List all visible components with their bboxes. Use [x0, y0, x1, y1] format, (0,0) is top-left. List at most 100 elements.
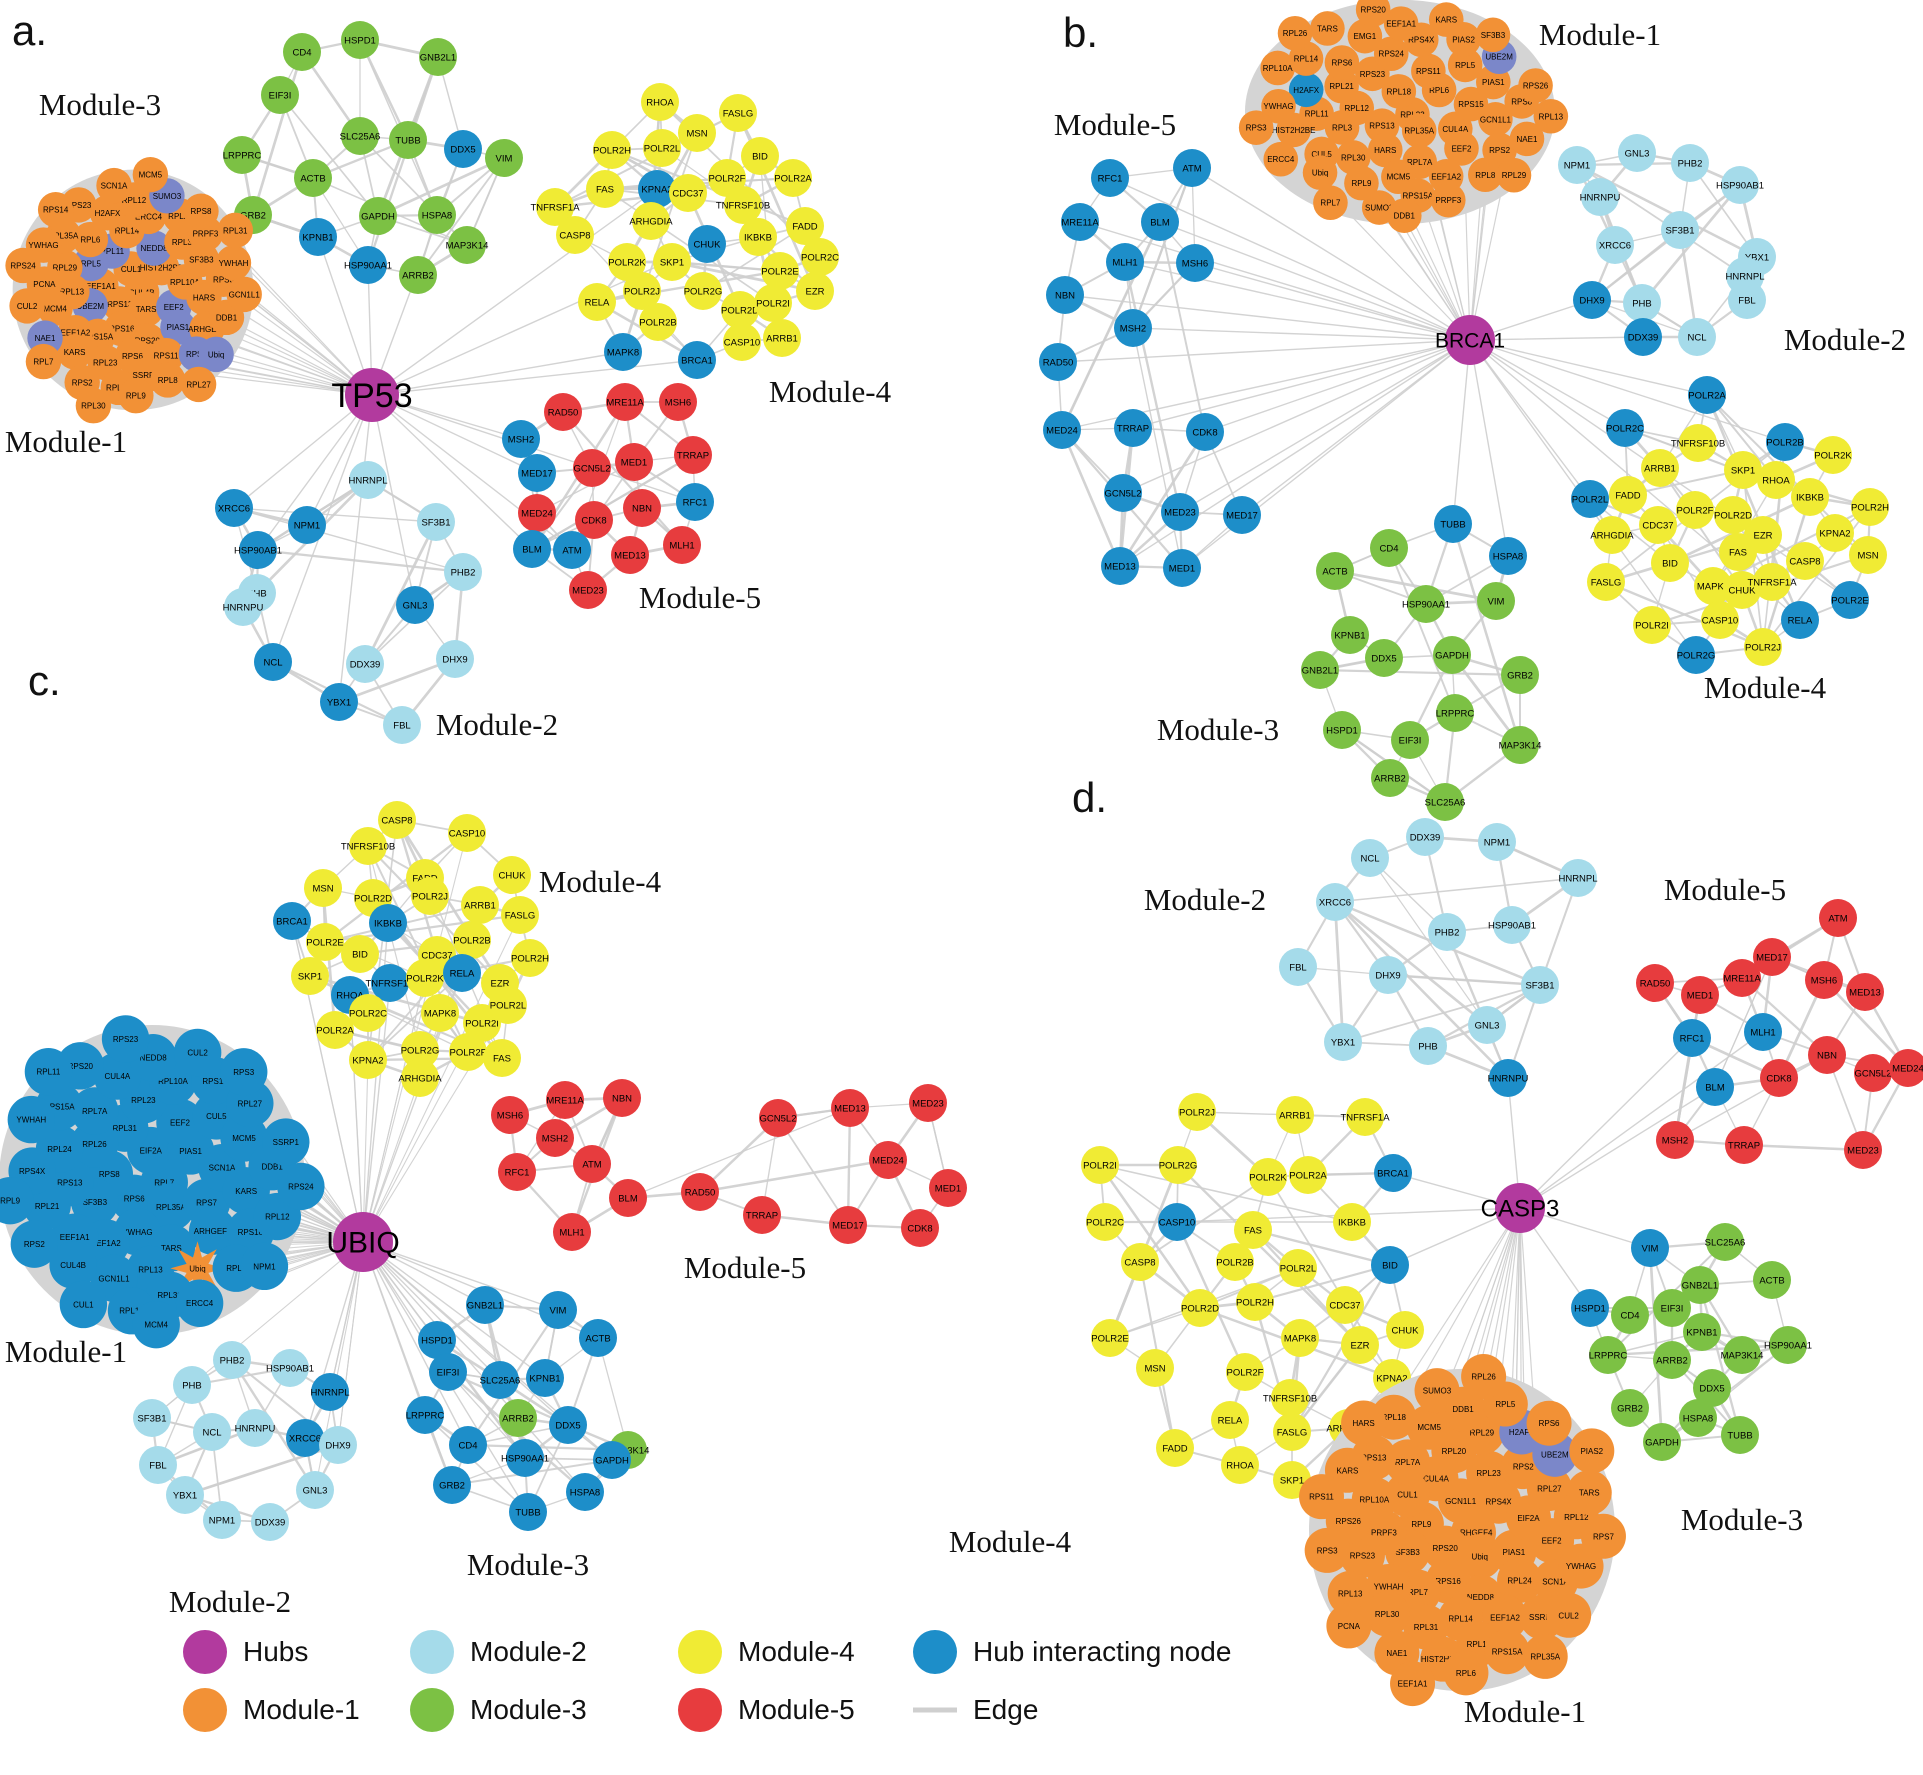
node-label: RPL8: [158, 376, 179, 385]
node-label: RPL31: [223, 226, 248, 235]
node-PRPF3: PRPF3: [1430, 182, 1466, 218]
node-YWHAG: YWHAG: [1261, 88, 1296, 124]
node-label: IKBKB: [1338, 1218, 1366, 1229]
node-label: GNL3: [303, 1486, 328, 1497]
node-TNFRSF10B: TNFRSF10B: [1671, 424, 1725, 462]
node-RFC1: RFC1: [1673, 1019, 1711, 1057]
node-HSP90AA1: HSP90AA1: [344, 246, 392, 284]
node-label: RPL35A: [49, 232, 79, 241]
node-RPL35A: RPL35A: [1522, 1633, 1568, 1679]
node-label: VIM: [1642, 1244, 1659, 1255]
node-GAPDH: GAPDH: [359, 197, 397, 235]
node-SF3B3: SF3B3: [1475, 17, 1511, 53]
node-label: HSPD1: [1574, 1304, 1606, 1315]
node-label: POLR2K: [1249, 1173, 1287, 1184]
node-label: ARRB1: [766, 334, 798, 345]
node-YBX1: YBX1: [320, 683, 358, 721]
node-label: CASP8: [381, 816, 412, 827]
node-label: FBL: [1738, 296, 1755, 307]
node-label: CUL2: [1558, 1611, 1579, 1620]
node-MED24: MED24: [1043, 411, 1081, 449]
node-label: POLR2L: [490, 1001, 526, 1012]
node-label: TUBB: [1440, 520, 1465, 531]
node-label: RPS11: [202, 1077, 227, 1086]
node-label: ATM: [1182, 164, 1201, 175]
node-GAPDH: GAPDH: [1433, 636, 1471, 674]
node-LRPPRC: LRPPRC: [223, 136, 261, 174]
node-label: MCM5: [1417, 1423, 1441, 1432]
node-label: RPL18: [119, 1307, 144, 1316]
module-module-1-panel-d: ARHGEF4 RPS20 GCN1L1 Ubiq RPL9 RPS4X RPS16 CUL4…: [1299, 1354, 1626, 1707]
node-NCL: NCL: [193, 1413, 231, 1451]
node-label: MAP3K14: [446, 241, 489, 252]
node-RPL9: RPL9: [0, 1176, 34, 1225]
module-module-1-panel-a: CUL4BRPS13CUL1TARSEEF1A1HIST2H2BERPS16RP…: [5, 156, 262, 424]
node-label: FADD: [792, 222, 817, 233]
module-module-5-panel-a: RAD50 MRE11A MSH6 MSH2 GCN5L2 MED17 MED1 TRRAP M…: [502, 383, 714, 609]
node-POLR2L: POLR2L: [1279, 1249, 1317, 1287]
legend-item-label: Module-2: [470, 1636, 587, 1667]
node-label: RPS2: [1489, 146, 1510, 155]
node-label: TARS: [136, 305, 157, 314]
node-POLR2K: POLR2K: [1249, 1158, 1287, 1196]
node-KPNB1: KPNB1: [299, 218, 337, 256]
panel-c: CASP8CASP10TNFRSF10BMSNFADDCHUKPOLR2DPOL…: [0, 657, 967, 1619]
node-BRCA1: BRCA1: [678, 341, 716, 379]
node-label: DDX39: [1410, 833, 1441, 844]
node-label: RPS16: [238, 1228, 264, 1237]
node-DDX39: DDX39: [251, 1503, 289, 1541]
node-label: DDX39: [1628, 333, 1659, 344]
node-label: CASP10: [1159, 1218, 1195, 1229]
module-module-3-panel-a: CD4 HSPD1 GNB2L1 EIF3I SLC25A6 TUBB DDX5 VIM LRP…: [223, 21, 523, 294]
node-label: HNRNPU: [235, 1424, 276, 1435]
node-label: RELA: [585, 298, 610, 309]
node-label: NCL: [202, 1428, 221, 1439]
legend-item-hubs: Hubs: [183, 1630, 308, 1674]
node-label: Ubiq: [208, 350, 224, 359]
node-POLR2I: POLR2I: [1081, 1146, 1119, 1184]
node-NPM1: NPM1: [1478, 823, 1516, 861]
module-module-2-panel-a: HNRNPL XRCC6 NPM1 SF3B1 HSP90AB1 PHB2 PHB HNRNP…: [215, 461, 482, 744]
node-RPS2: RPS2: [10, 1220, 59, 1268]
node-MED24: MED24: [1889, 1049, 1923, 1087]
node-label: HARS: [193, 293, 215, 302]
node-label: HSP90AA1: [1764, 1341, 1812, 1352]
node-label: RPL9: [0, 1197, 21, 1206]
module-module-2-panel-b: NPM1 GNL3 PHB2 HSP90AB1 HNRNPU SF3B1 XRCC6 YBX1…: [1558, 134, 1776, 356]
node-label: SLC25A6: [340, 132, 381, 143]
node-label: MED24: [872, 1156, 904, 1167]
node-FBL: FBL: [1279, 948, 1317, 986]
node-label: POLR2H: [593, 146, 631, 157]
node-label: MED23: [1847, 1146, 1879, 1157]
node-YWHAH: YWHAH: [7, 1095, 56, 1144]
node-TARS: TARS: [1310, 11, 1345, 46]
node-label: DDB1: [1394, 212, 1416, 221]
node-label: MRE11A: [1061, 218, 1099, 229]
node-label: RPL7A: [82, 1107, 108, 1116]
node-label: RPL30: [81, 402, 106, 411]
node-MSN: MSN: [1849, 536, 1887, 574]
node-label: EEF1A2: [91, 1239, 121, 1248]
node-label: RPL30: [1375, 1610, 1400, 1619]
node-label: RPL27: [238, 1099, 263, 1108]
node-MAP3K14: MAP3K14: [1721, 1336, 1763, 1374]
module-title-module-1: Module-1: [5, 424, 127, 459]
legend-swatch: [913, 1630, 957, 1674]
nodes-layer: RFC1 ATM MRE11A BLM MLH1 MSH6 NBN MSH2 RAD50 MED2…: [1039, 0, 1889, 821]
node-label: MSH2: [542, 1134, 568, 1145]
node-label: EIF3I: [437, 1368, 460, 1379]
node-label: POLR2E: [306, 938, 344, 949]
node-EEF1A1: EEF1A1: [1390, 1661, 1436, 1707]
node-label: MLH1: [559, 1228, 584, 1239]
node-label: HNRNPU: [1488, 1074, 1529, 1085]
node-label: RPL18: [1387, 87, 1412, 96]
node-label: HSPA8: [570, 1488, 600, 1499]
module-title-module-4: Module-4: [1704, 670, 1827, 705]
node-label: RHOA: [1762, 476, 1790, 487]
node-FAS: FAS: [483, 1039, 521, 1077]
node-label: MED17: [1756, 953, 1788, 964]
node-label: KPNA2: [352, 1056, 383, 1067]
node-label: RPL27: [1537, 1484, 1562, 1493]
node-label: RPL29: [1502, 171, 1527, 180]
node-POLR2C: POLR2C: [1086, 1203, 1124, 1241]
